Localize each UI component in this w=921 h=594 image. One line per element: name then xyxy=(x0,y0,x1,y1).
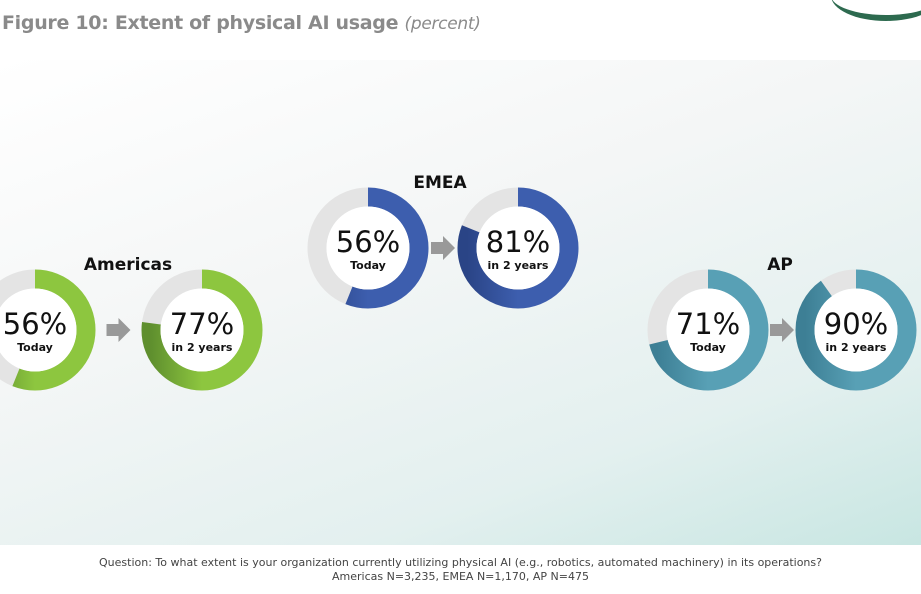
donut-hole xyxy=(814,288,898,372)
donut-arc xyxy=(0,269,96,391)
donut-arc xyxy=(307,187,429,309)
donut-arc xyxy=(457,187,579,309)
arrow-icon xyxy=(431,236,455,260)
arrow-icon xyxy=(770,318,794,342)
donut-value: 56% xyxy=(336,225,400,259)
figure-title: Figure 10: Extent of physical AI usage (… xyxy=(2,12,481,34)
donut-hole xyxy=(160,288,244,372)
region-label: Americas xyxy=(84,255,172,275)
donut-arc xyxy=(647,269,769,391)
footer-question: Question: To what extent is your organiz… xyxy=(99,556,822,569)
footer-sample: Americas N=3,235, EMEA N=1,170, AP N=475 xyxy=(332,570,589,583)
donut-value: 71% xyxy=(676,307,740,341)
donut-value: 81% xyxy=(486,225,550,259)
donut-label: in 2 years xyxy=(172,341,233,354)
donut-label: in 2 years xyxy=(826,341,887,354)
donut-value: 77% xyxy=(170,307,234,341)
donut-arc xyxy=(141,269,263,391)
donut-label: Today xyxy=(690,341,726,354)
brand-swoosh xyxy=(831,0,921,21)
region-label: EMEA xyxy=(413,173,467,193)
donut-label: Today xyxy=(350,259,386,272)
donut-label: in 2 years xyxy=(488,259,549,272)
arrow-icon xyxy=(106,318,131,342)
region-label: AP xyxy=(767,255,793,275)
donut-value: 56% xyxy=(3,307,67,341)
title-main: Figure 10: Extent of physical AI usage xyxy=(2,12,399,34)
title-unit: (percent) xyxy=(404,14,481,34)
donut-hole xyxy=(326,206,410,290)
donut-label: Today xyxy=(17,341,53,354)
donut-hole xyxy=(0,288,77,372)
donut-hole xyxy=(476,206,560,290)
donut-value: 90% xyxy=(824,307,888,341)
donut-arc xyxy=(795,269,917,391)
donut-hole xyxy=(666,288,750,372)
